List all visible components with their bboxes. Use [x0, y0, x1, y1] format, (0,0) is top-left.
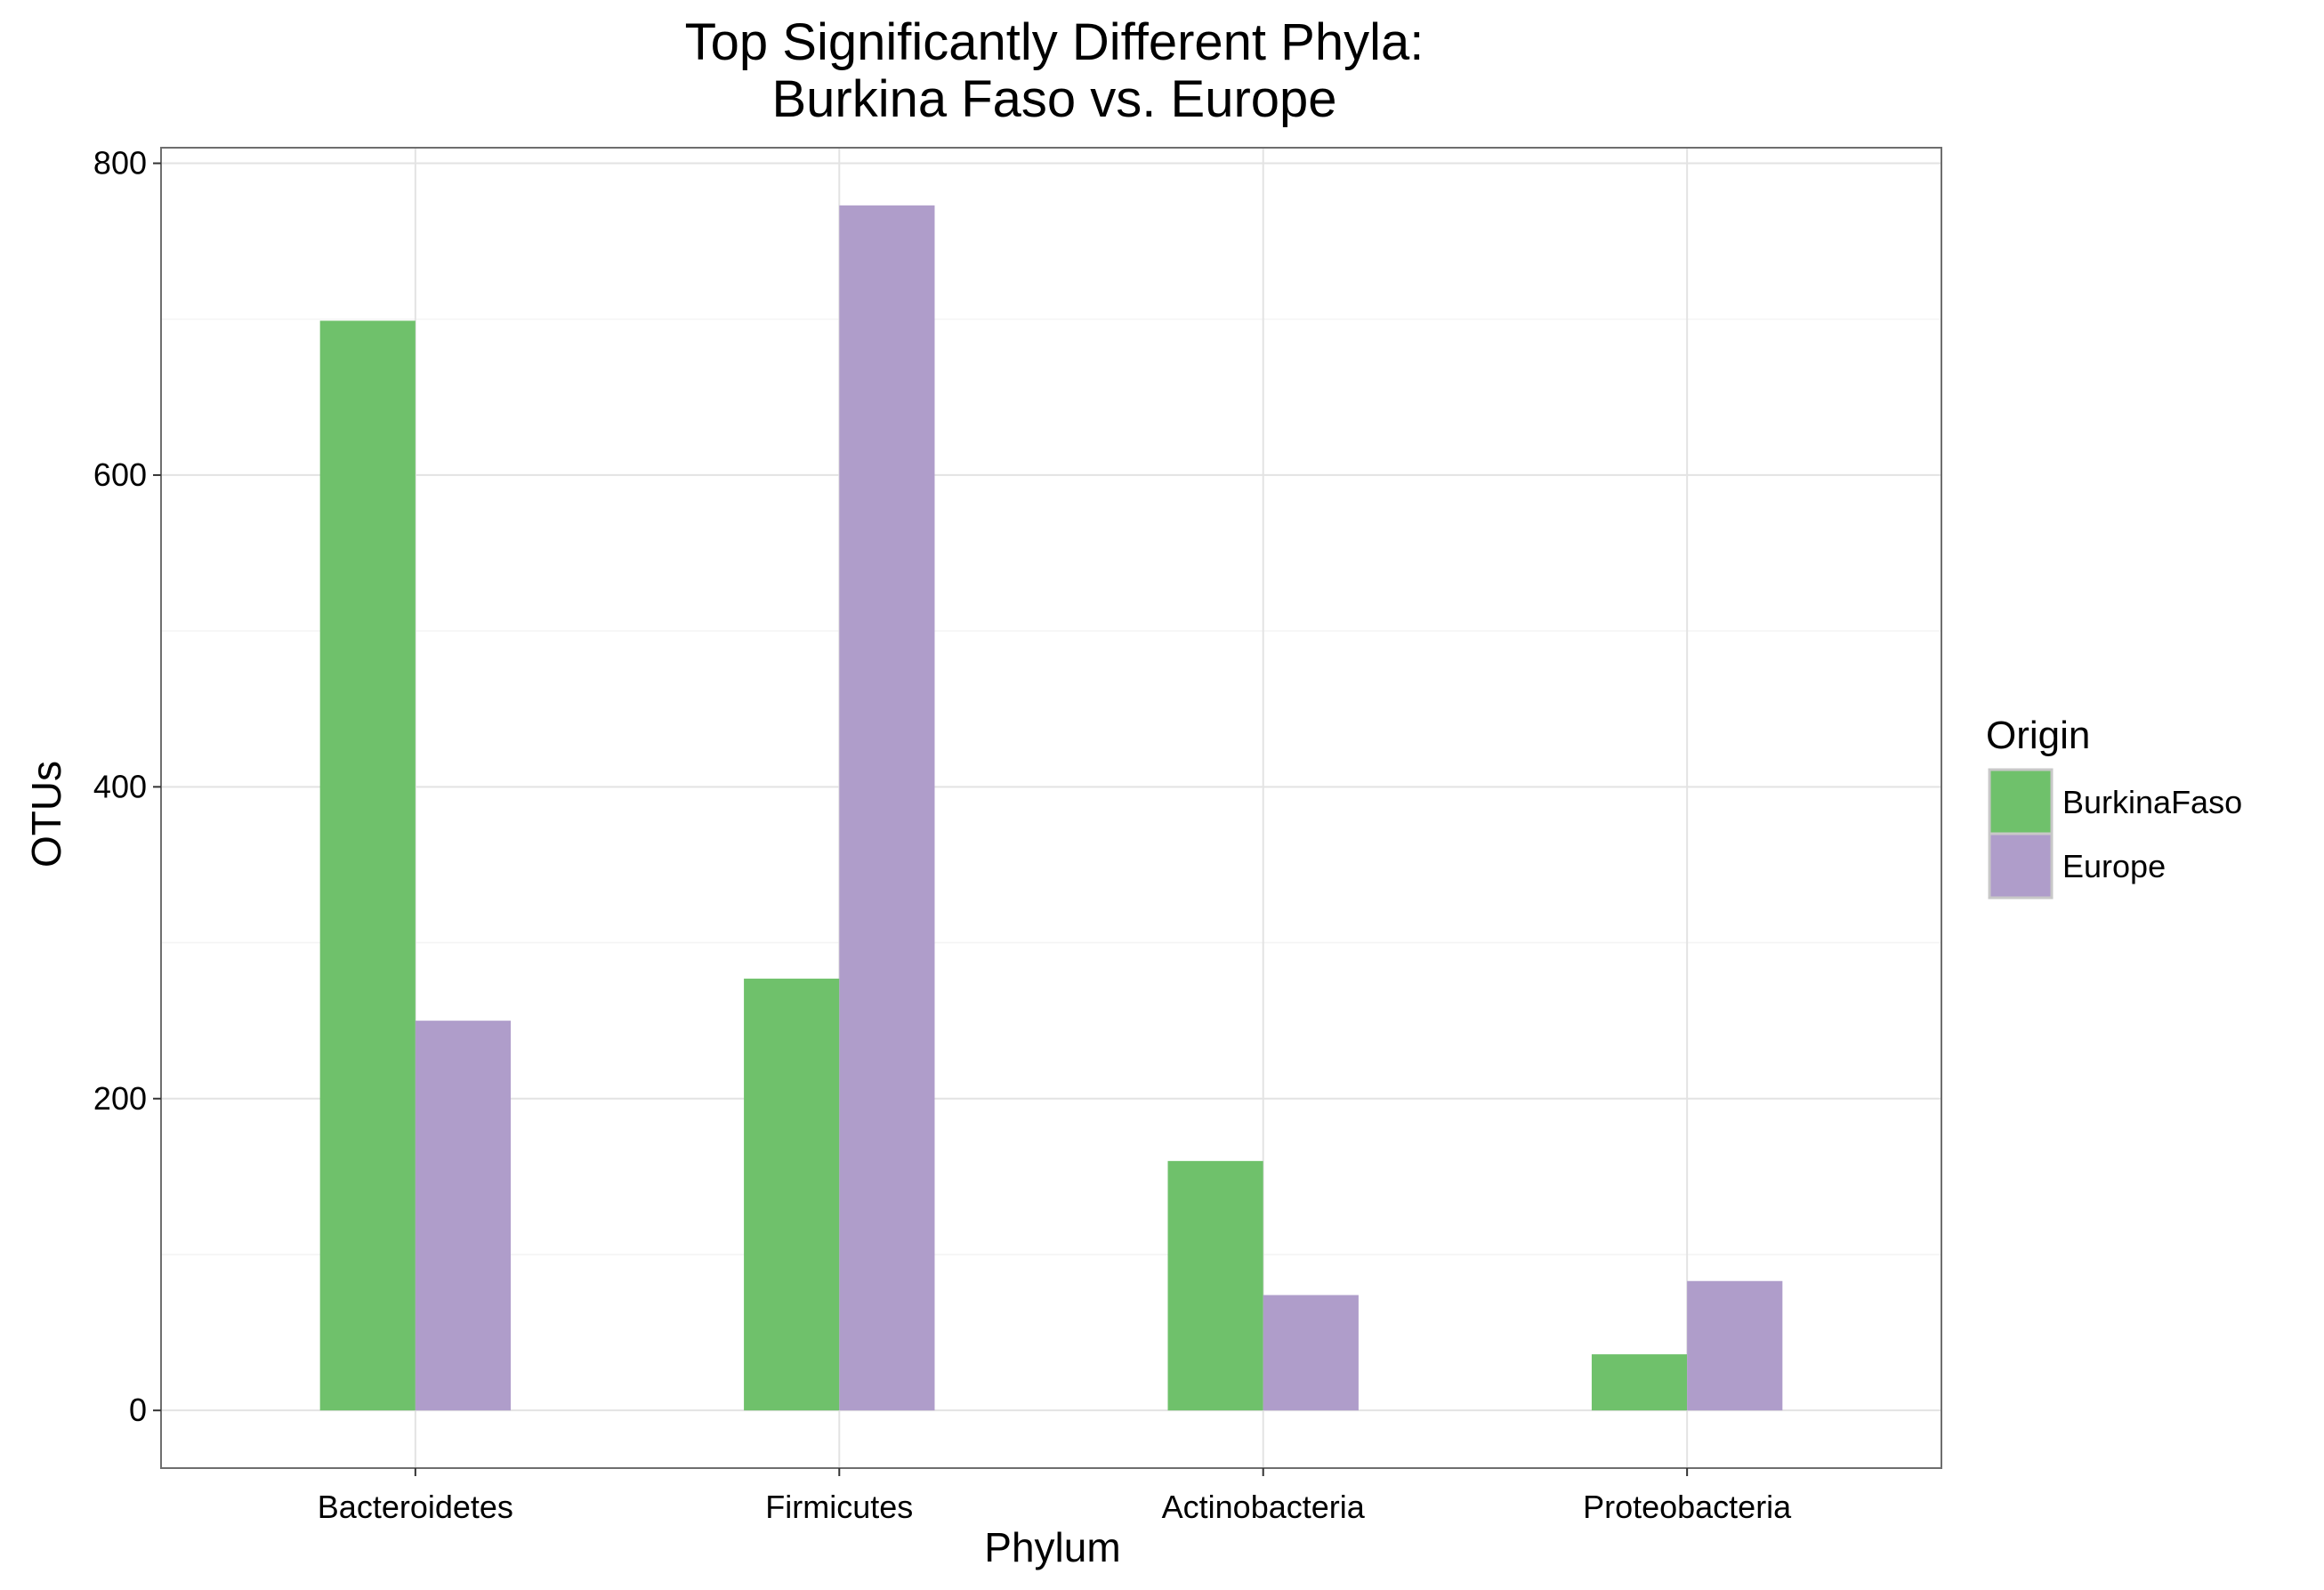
chart-title: Top Significantly Different Phyla: — [685, 13, 1424, 71]
y-tick-label: 800 — [93, 145, 147, 182]
y-tick-label: 400 — [93, 768, 147, 804]
bar-burkinafaso-bacteroidetes — [319, 320, 416, 1411]
bar-burkinafaso-actinobacteria — [1167, 1160, 1263, 1411]
x-tick-label: Bacteroidetes — [318, 1489, 513, 1525]
bar-europe-bacteroidetes — [415, 1021, 512, 1411]
x-tick-label: Actinobacteria — [1162, 1489, 1366, 1525]
x-axis-title: Phylum — [984, 1524, 1120, 1570]
bar-burkinafaso-firmicutes — [744, 978, 840, 1411]
legend-title: Origin — [1986, 714, 2090, 757]
bar-europe-firmicutes — [839, 205, 935, 1411]
y-axis-title: OTUs — [23, 761, 69, 868]
legend-key-europe — [1988, 832, 2054, 900]
bar-burkinafaso-proteobacteria — [1591, 1354, 1688, 1411]
y-tick-label: 200 — [93, 1080, 147, 1117]
x-tick-label: Firmicutes — [765, 1489, 913, 1525]
x-tick-label: Proteobacteria — [1583, 1489, 1792, 1525]
bar-europe-actinobacteria — [1263, 1295, 1359, 1411]
y-tick-label: 600 — [93, 456, 147, 493]
legend: Origin BurkinaFaso Europe — [1986, 714, 2242, 900]
legend-label-europe: Europe — [2062, 848, 2166, 884]
plot-frame — [160, 147, 1942, 1469]
y-axis: 0 200 400 600 800 — [93, 145, 161, 1428]
x-axis: Bacteroidetes Firmicutes Actinobacteria Pro… — [318, 1468, 1792, 1525]
y-tick-label: 0 — [129, 1392, 147, 1428]
bars — [319, 205, 1783, 1411]
bar-europe-proteobacteria — [1687, 1280, 1783, 1411]
legend-key-burkinafaso — [1988, 768, 2054, 835]
chart-subtitle: Burkina Faso vs. Europe — [771, 70, 1336, 128]
legend-label-burkinafaso: BurkinaFaso — [2062, 784, 2242, 820]
